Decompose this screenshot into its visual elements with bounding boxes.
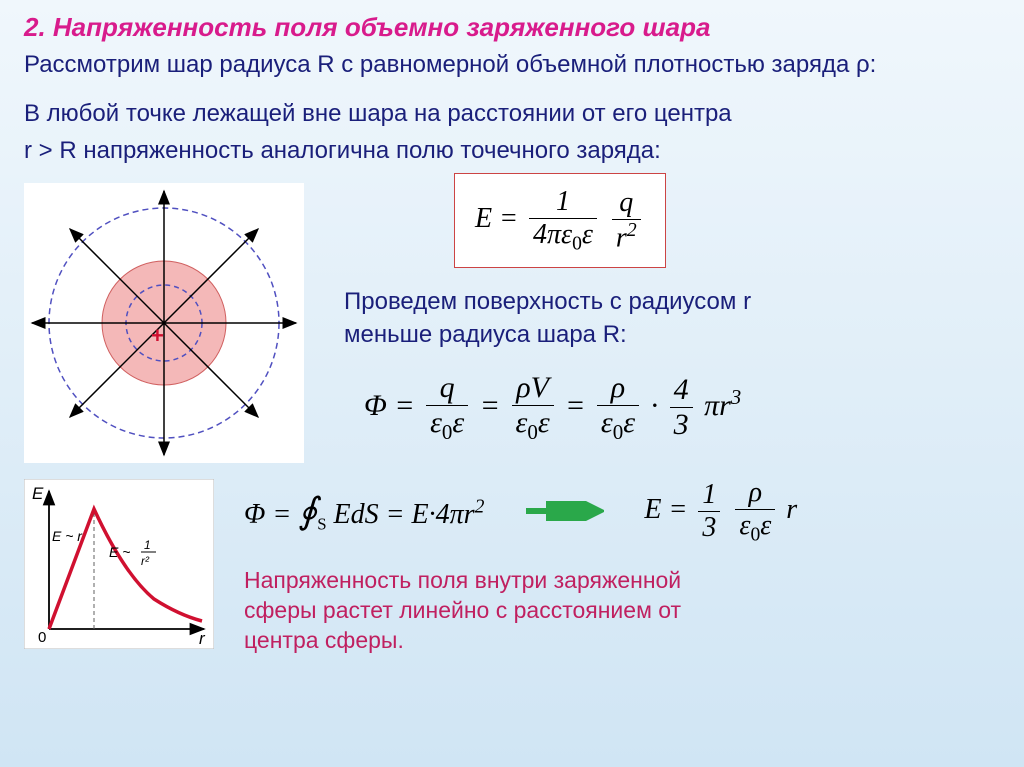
svg-text:E ~: E ~ [109,544,130,560]
svg-text:r²: r² [141,554,150,568]
e-vs-r-graph: E r 0 E ~ r E ~ 1 r² [24,479,214,649]
sphere-diagram: + [24,183,304,463]
svg-text:E: E [32,484,44,503]
mid-text-2: меньше радиуса шара R: [344,319,1000,350]
formula-flux: Φ = qε0ε = ρVε0ε = ρε0ε · 43 πr3 [364,371,1000,445]
mid-text-1: Проведем поверхность с радиусом r [344,286,1000,317]
arrow-icon [524,501,604,521]
conclusion-1: Напряженность поля внутри заряженной [244,566,1000,596]
explain-line-2: r > R напряженность аналогична полю точе… [24,135,1000,166]
svg-text:1: 1 [144,538,151,552]
conclusion-3: центра сферы. [244,626,1000,656]
intro-text: Рассмотрим шар радиуса R с равномерной о… [24,49,1000,80]
sphere-diagram-container: + [24,173,324,468]
page-title: 2. Напряженность поля объемно заряженног… [24,12,1000,43]
formula-e-inside: E = 13 ρε0ε r [644,477,797,547]
formula-e-outside: E = 14πε0ε qr2 [454,173,666,269]
svg-text:E ~ r: E ~ r [52,528,83,544]
explain-line-1: В любой точке лежащей вне шара на рассто… [24,98,1000,129]
graph-container: E r 0 E ~ r E ~ 1 r² [24,479,214,654]
conclusion-2: сферы растет линейно с расстоянием от [244,596,1000,626]
formula-surface-integral: Φ = ∮S EdS = E·4πr2 [244,489,484,535]
svg-text:+: + [151,323,164,348]
svg-text:0: 0 [38,629,46,646]
